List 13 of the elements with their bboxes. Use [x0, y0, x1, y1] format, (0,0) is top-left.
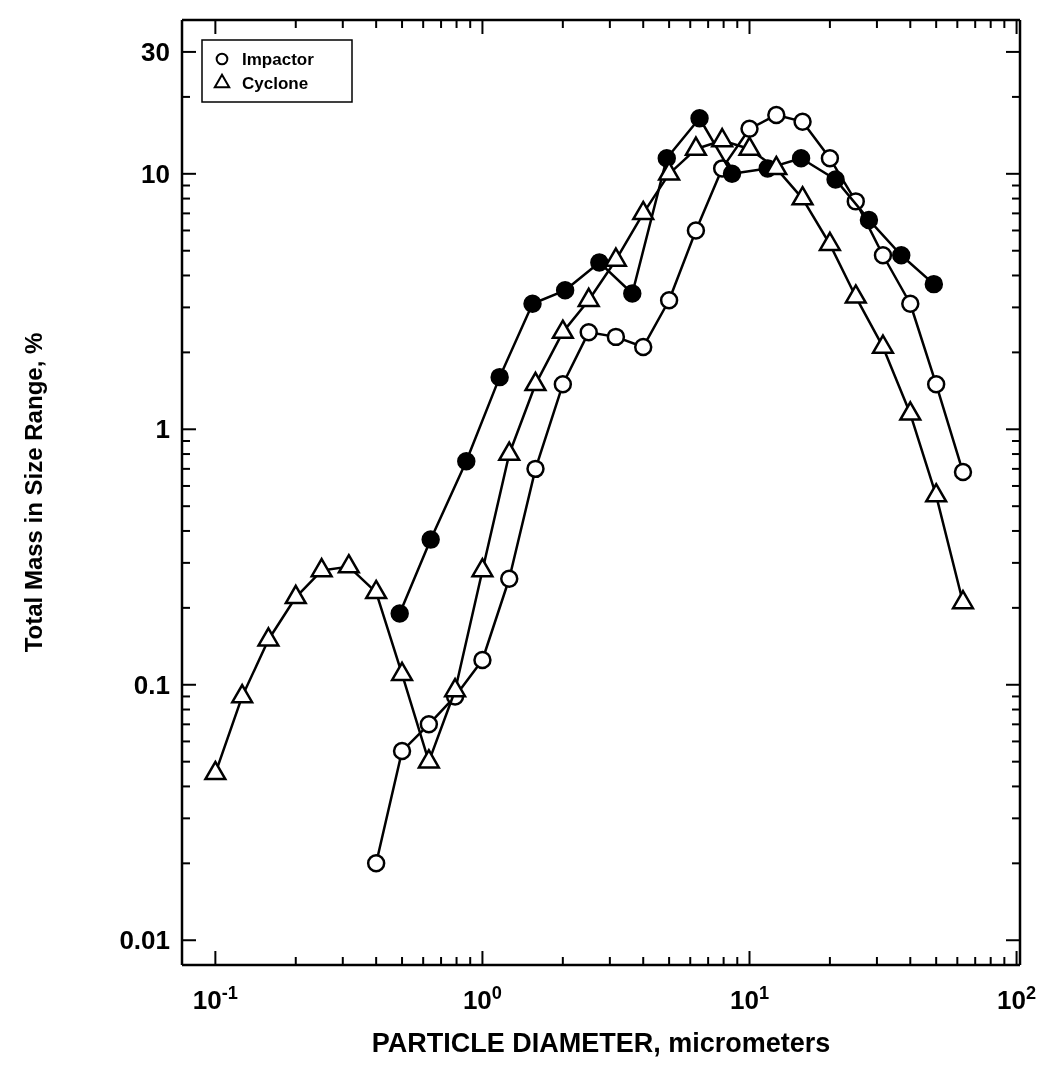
x-tick-label: 10$^{2}$ [997, 983, 1037, 1015]
x-tick-label: 10$^{0}$ [462, 983, 502, 1015]
y-tick-label: 0.1 [133, 669, 170, 700]
y-tick-label: 1 [155, 414, 170, 445]
y-tick-label: 10 [141, 158, 170, 189]
x-tick-label: 10$^{1}$ [729, 983, 770, 1015]
legend-label: Cyclone [242, 73, 309, 93]
x-axis-title: PARTICLE DIAMETER, micrometers [371, 1028, 831, 1058]
y-tick-label: 0.01 [119, 925, 170, 956]
y-axis-title: Total Mass in Size Range, % [20, 332, 47, 653]
legend-label: Impactor [242, 49, 315, 69]
x-tick-label: 10$^{-1}$ [192, 983, 238, 1015]
y-tick-label: 30 [141, 37, 170, 68]
